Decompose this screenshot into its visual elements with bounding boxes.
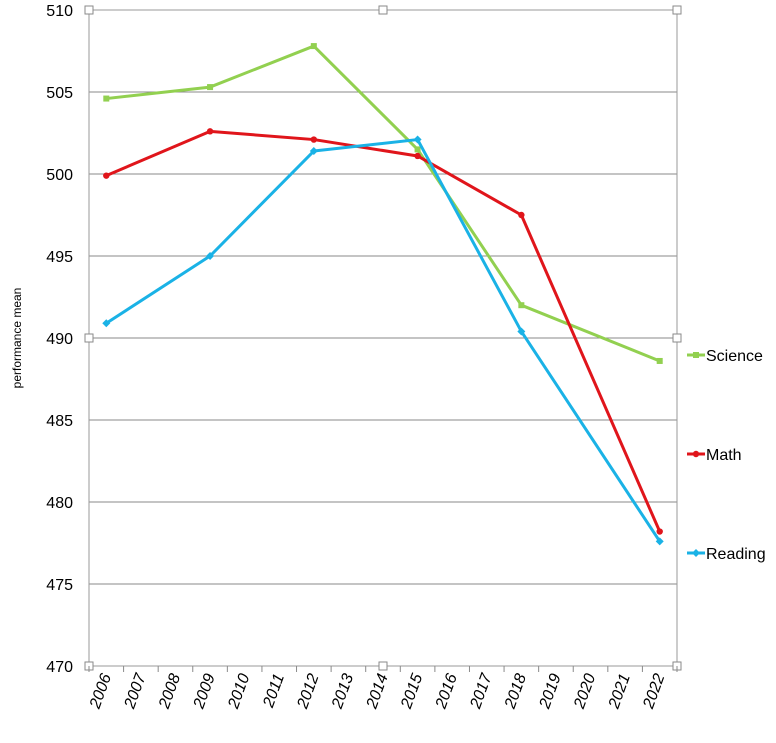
legend: Science Math Reading	[687, 348, 766, 563]
plot-resize-handle[interactable]	[378, 5, 388, 15]
legend-item-science: Science	[687, 348, 763, 365]
reading-point-2022	[655, 537, 664, 546]
legend-label-math: Math	[706, 447, 742, 464]
y-tick-label-495: 495	[46, 249, 73, 266]
science-point-2022	[656, 357, 663, 364]
y-tick-label-505: 505	[46, 85, 73, 102]
plot-resize-handle[interactable]	[672, 5, 682, 15]
science-point-2006	[103, 95, 110, 102]
reading-point-2015	[413, 135, 422, 144]
legend-item-math: Math	[687, 447, 742, 464]
legend-marker-math	[692, 450, 700, 458]
x-tick-label-2011: 2011	[260, 672, 288, 711]
reading-point-2006	[102, 319, 111, 328]
y-tick-label-470: 470	[46, 659, 73, 676]
plot-resize-handle[interactable]	[672, 333, 682, 343]
x-tick-label-2016: 2016	[432, 671, 461, 711]
math-point-2018	[518, 211, 525, 219]
series-science	[103, 43, 663, 364]
math-point-2009	[206, 128, 214, 135]
math-point-2012	[310, 136, 318, 143]
plot-resize-handle[interactable]	[84, 333, 94, 343]
science-point-2018	[518, 302, 525, 309]
x-tick-label-2009: 2009	[190, 671, 219, 711]
x-tick-label-2020: 2020	[571, 671, 600, 711]
science-point-2009	[207, 84, 214, 91]
x-tick-label-2006: 2006	[87, 671, 116, 711]
legend-marker-science	[693, 352, 699, 358]
y-axis-title: performance mean	[10, 288, 24, 389]
reading-point-2009	[206, 252, 215, 260]
math-point-2015	[414, 152, 421, 160]
y-tick-label-500: 500	[46, 167, 73, 184]
x-tick-label-2022: 2022	[640, 671, 669, 711]
y-tick-label-510: 510	[46, 3, 73, 20]
x-tick-label-2017: 2017	[467, 671, 496, 712]
legend-label-science: Science	[706, 348, 763, 365]
y-tick-label-475: 475	[46, 577, 73, 594]
y-tick-label-490: 490	[46, 331, 73, 348]
x-axis: 2006 2007 2008 2009 2010 2011 2012 2013 2014 2015…	[87, 666, 678, 712]
science-point-2015	[414, 146, 421, 153]
legend-label-reading: Reading	[706, 546, 766, 563]
plot-resize-handle[interactable]	[84, 5, 94, 15]
science-line	[104, 44, 662, 363]
reading-point-2012	[309, 147, 318, 156]
x-tick-label-2012: 2012	[294, 671, 323, 711]
reading-point-2018	[517, 327, 526, 336]
science-point-2012	[310, 43, 317, 50]
x-tick-label-2014: 2014	[363, 671, 392, 711]
x-tick-label-2018: 2018	[502, 671, 531, 711]
x-tick-label-2007: 2007	[121, 671, 150, 712]
x-tick-label-2021: 2021	[605, 672, 633, 712]
series-layer	[102, 43, 664, 546]
y-tick-label-480: 480	[46, 495, 73, 512]
series-reading	[102, 135, 664, 546]
x-tick-label-2019: 2019	[536, 671, 565, 711]
legend-marker-reading	[692, 549, 700, 557]
x-tick-label-2015: 2015	[398, 671, 427, 711]
math-point-2006	[103, 172, 110, 179]
math-line	[104, 129, 662, 534]
reading-line	[104, 138, 662, 543]
grid-layer	[89, 91, 677, 585]
legend-item-reading: Reading	[687, 546, 766, 563]
plot-resize-handle[interactable]	[378, 661, 388, 671]
y-axis: 470 475 480 485 490 495 500 505 510	[46, 3, 73, 676]
x-tick-label-2010: 2010	[225, 671, 254, 711]
math-point-2022	[656, 528, 663, 535]
series-math	[103, 128, 663, 535]
x-tick-label-2013: 2013	[329, 671, 358, 711]
y-tick-label-485: 485	[46, 413, 73, 430]
x-tick-label-2008: 2008	[156, 671, 185, 711]
